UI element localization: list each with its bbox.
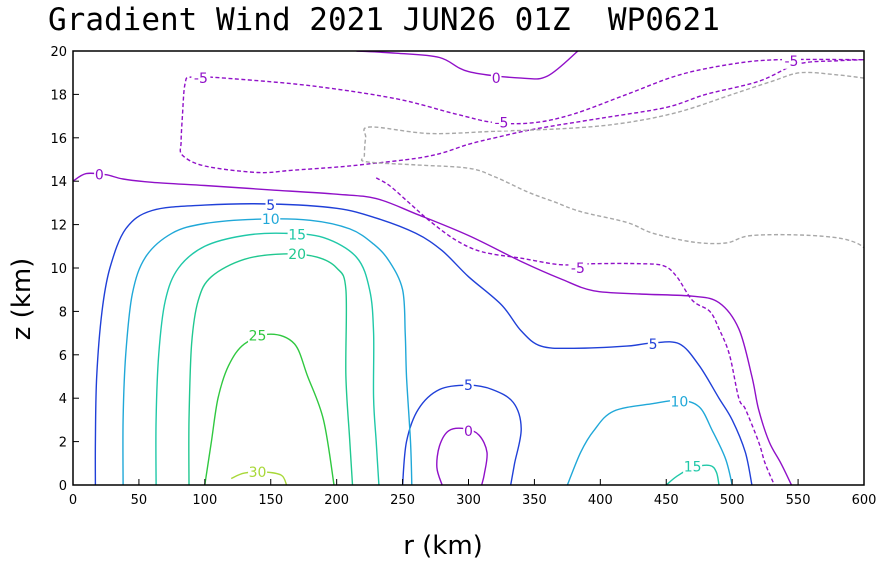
x-tick-label: 200	[324, 493, 349, 508]
contour-label: 0	[492, 71, 501, 87]
x-tick-label: 550	[786, 493, 811, 508]
x-tick-label: 100	[192, 493, 217, 508]
x-tick-label: 150	[258, 493, 283, 508]
contour-c15_left	[155, 232, 380, 485]
contour-c0_main	[73, 172, 793, 485]
contour-cm5_lower	[375, 177, 776, 485]
y-tick-label: 4	[59, 392, 67, 407]
contour-label: 10	[262, 212, 280, 228]
contour-label: 15	[684, 460, 702, 476]
contour-c10_right	[566, 399, 733, 485]
x-tick-label: 350	[522, 493, 547, 508]
contour-label: 25	[249, 328, 267, 344]
contour-label-bg	[261, 211, 281, 228]
y-tick-label: 12	[50, 219, 67, 234]
y-axis-label: z (km)	[7, 258, 37, 341]
y-tick-label: 2	[59, 436, 67, 451]
x-tick-label: 0	[69, 493, 77, 508]
y-tick-label: 14	[50, 175, 67, 190]
y-tick-label: 10	[50, 262, 67, 277]
contour-label-bg	[669, 393, 689, 410]
contour-label-bg	[781, 52, 801, 69]
contour-label: 5	[649, 337, 658, 353]
contour-c0_top	[356, 51, 579, 80]
plot-frame	[72, 50, 865, 486]
contour-c20	[188, 253, 354, 485]
x-tick-label: 500	[720, 493, 745, 508]
x-tick-label: 600	[852, 493, 877, 508]
contour-label: 10	[671, 394, 689, 410]
contour-label: -5	[494, 116, 508, 132]
contour-label: 5	[464, 378, 473, 394]
contour-c0_inner	[436, 427, 488, 485]
contour-label-bg	[463, 377, 474, 394]
x-axis-label: r (km)	[403, 531, 483, 561]
contour-c25	[204, 333, 335, 485]
y-tick-label: 6	[59, 349, 67, 364]
contour-label: 30	[249, 465, 267, 481]
x-axis-ticks: 0 50 100 150 200 250 300 350 400 450 500 550 600	[69, 479, 877, 508]
contour-label-bg	[287, 226, 307, 243]
contour-label: -5	[785, 54, 799, 70]
contour-label-bg	[568, 260, 588, 276]
contour-c5_inner	[401, 384, 522, 485]
y-tick-label: 8	[59, 305, 67, 320]
contour-label: 20	[288, 247, 306, 263]
contour-c5_outer	[94, 203, 753, 485]
contour-label-bg	[191, 70, 211, 87]
contour-label: -5	[571, 261, 585, 277]
y-tick-label: 20	[50, 45, 67, 60]
contour-label-bg	[248, 463, 268, 480]
y-tick-label: 0	[59, 479, 67, 494]
x-tick-label: 400	[588, 493, 613, 508]
contour-label-bg	[463, 422, 474, 439]
contour-label: 5	[266, 198, 275, 214]
x-tick-label: 450	[654, 493, 679, 508]
contour-label: -5	[194, 71, 208, 87]
contour-lines	[73, 51, 864, 485]
y-axis-ticks: 0 2 4 6 8 10 12 14 16 18 20	[50, 45, 79, 494]
contour-label-bg	[265, 197, 276, 214]
y-tick-label: 18	[50, 88, 67, 103]
x-tick-label: 50	[131, 493, 148, 508]
contour-label-bg	[94, 166, 105, 183]
contour-label-bg	[490, 70, 502, 87]
chart-title: Gradient Wind 2021 JUN26 01Z WP0621	[48, 2, 720, 38]
x-tick-label: 250	[390, 493, 415, 508]
contour-cm10	[360, 71, 864, 249]
y-tick-label: 16	[50, 132, 67, 147]
contour-cm5	[179, 58, 864, 174]
contour-label: 0	[464, 424, 473, 440]
contour-label: 15	[288, 227, 306, 243]
contour-label-bg	[647, 335, 659, 352]
contour-label-bg	[287, 245, 307, 262]
contour-c10_left	[122, 218, 413, 485]
contour-label: 0	[95, 168, 104, 184]
x-tick-label: 300	[456, 493, 481, 508]
contour-label-bg	[248, 327, 268, 344]
contour-label-bg	[683, 458, 703, 475]
contour-label-bg	[491, 114, 511, 131]
